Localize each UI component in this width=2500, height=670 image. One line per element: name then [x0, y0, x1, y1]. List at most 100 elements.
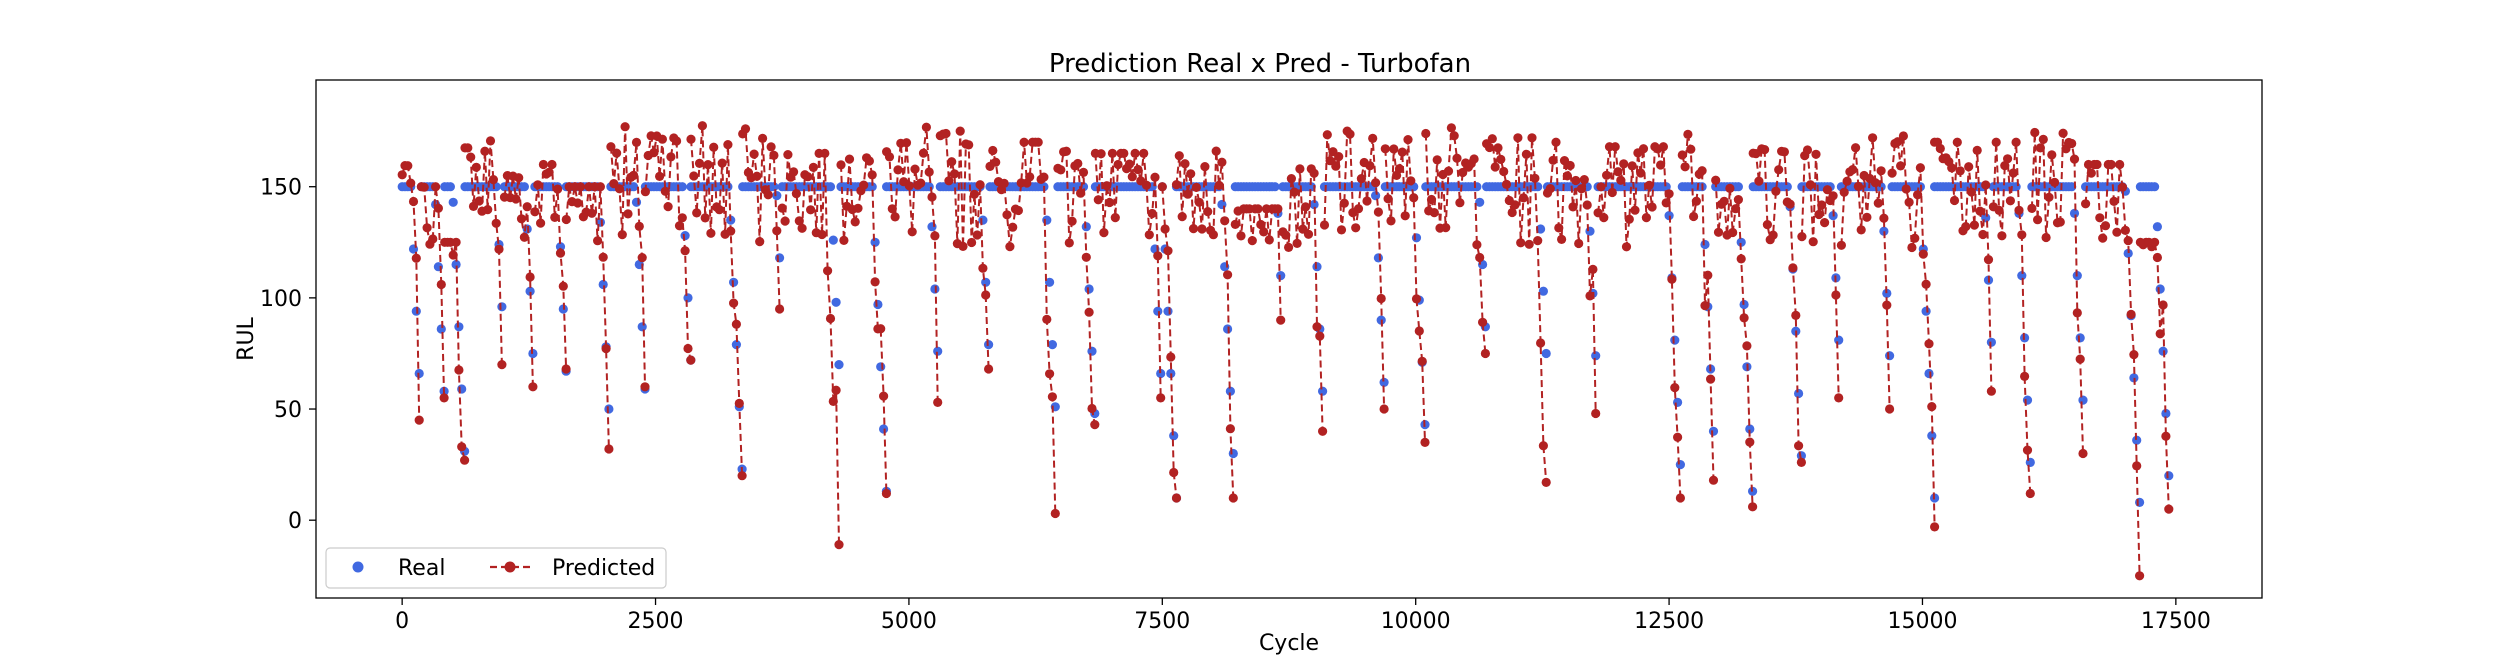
- predicted-point: [758, 133, 768, 143]
- predicted-point: [1745, 437, 1755, 447]
- predicted-point: [1981, 180, 1991, 190]
- predicted-point: [825, 313, 836, 324]
- predicted-point: [2044, 192, 2054, 202]
- predicted-point: [497, 360, 507, 370]
- predicted-point: [601, 344, 611, 354]
- predicted-point: [1163, 246, 1173, 256]
- x-tick-label: 12500: [1634, 609, 1704, 634]
- y-tick-label: 100: [260, 287, 302, 312]
- legend-predicted-label: Predicted: [552, 556, 655, 581]
- predicted-point: [1647, 202, 1657, 212]
- predicted-point: [1194, 197, 1204, 207]
- predicted-point: [916, 178, 926, 188]
- real-point: [1045, 277, 1055, 287]
- predicted-point: [1907, 242, 1917, 253]
- predicted-point: [700, 213, 710, 223]
- predicted-line: [1057, 149, 1096, 425]
- predicted-point: [1379, 404, 1389, 414]
- predicted-point: [1876, 166, 1886, 176]
- predicted-point: [411, 253, 421, 263]
- predicted-point: [1978, 229, 1988, 240]
- predicted-point: [530, 207, 540, 217]
- predicted-point: [519, 232, 530, 242]
- predicted-point: [1879, 213, 1889, 223]
- predicted-point: [864, 156, 875, 166]
- predicted-point: [1301, 202, 1311, 212]
- predicted-point: [783, 150, 793, 160]
- real-point: [772, 191, 782, 201]
- predicted-point: [734, 398, 744, 408]
- real-point: [1834, 335, 1844, 345]
- predicted-point: [2081, 199, 2091, 209]
- predicted-point: [1686, 144, 1696, 154]
- real-point: [825, 182, 836, 192]
- predicted-point: [1236, 231, 1246, 241]
- predicted-point: [2041, 232, 2051, 243]
- predicted-point: [1588, 264, 1598, 274]
- predicted-point: [1019, 137, 1029, 147]
- predicted-point: [769, 150, 779, 160]
- predicted-point: [1371, 178, 1381, 188]
- predicted-point: [683, 343, 693, 354]
- predicted-point: [1627, 161, 1637, 171]
- predicted-point: [617, 230, 627, 240]
- predicted-point: [1983, 255, 1994, 265]
- real-point: [924, 182, 934, 192]
- real-point: [637, 322, 647, 332]
- predicted-point: [1443, 166, 1454, 176]
- predicted-point: [978, 263, 988, 273]
- predicted-point: [1562, 171, 1572, 181]
- predicted-point: [414, 415, 424, 425]
- real-point: [445, 182, 455, 192]
- predicted-point: [514, 173, 524, 183]
- legend-real-label: Real: [398, 556, 445, 581]
- real-point: [1670, 335, 1680, 345]
- predicted-point: [1613, 167, 1623, 177]
- predicted-point: [1208, 230, 1218, 240]
- predicted-point: [884, 152, 895, 162]
- predicted-point: [2086, 168, 2096, 178]
- predicted-point: [808, 162, 819, 172]
- predicted-point: [794, 216, 804, 226]
- predicted-point: [1228, 493, 1238, 503]
- predicted-point: [726, 226, 736, 236]
- real-point: [1225, 386, 1235, 396]
- predicted-point: [1220, 216, 1230, 226]
- real-point: [1782, 182, 1792, 192]
- real-point: [1745, 424, 1755, 434]
- predicted-point: [859, 180, 869, 190]
- predicted-point: [1811, 149, 1821, 159]
- real-point: [1163, 306, 1173, 316]
- predicted-point: [881, 488, 892, 499]
- predicted-point: [494, 244, 504, 254]
- predicted-point: [1774, 165, 1784, 175]
- predicted-point: [1507, 207, 1517, 218]
- predicted-point: [1183, 189, 1193, 199]
- predicted-point: [1904, 197, 1914, 207]
- predicted-point: [901, 138, 912, 148]
- predicted-point: [674, 221, 685, 231]
- predicted-point: [457, 442, 467, 452]
- predicted-point: [1446, 123, 1456, 133]
- predicted-line: [1323, 128, 1386, 410]
- predicted-point: [2047, 150, 2057, 160]
- predicted-point: [631, 137, 642, 147]
- predicted-point: [525, 272, 535, 282]
- predicted-point: [1411, 294, 1422, 304]
- predicted-point: [1469, 154, 1479, 164]
- predicted-line: [465, 140, 503, 365]
- predicted-point: [1913, 190, 1923, 200]
- predicted-point: [777, 203, 787, 213]
- legend: Real Predicted: [325, 547, 667, 589]
- predicted-point: [1706, 374, 1716, 384]
- predicted-point: [740, 124, 751, 134]
- predicted-point: [1286, 174, 1296, 184]
- predicted-point: [1331, 161, 1341, 171]
- predicted-point: [692, 208, 702, 218]
- predicted-point: [1292, 238, 1302, 248]
- x-axis: 0 2500 5000 7500 10000 12500 15000 17500: [395, 598, 2211, 634]
- x-tick-label: 7500: [1134, 609, 1190, 634]
- predicted-point: [1076, 188, 1086, 198]
- predicted-point: [1013, 205, 1024, 216]
